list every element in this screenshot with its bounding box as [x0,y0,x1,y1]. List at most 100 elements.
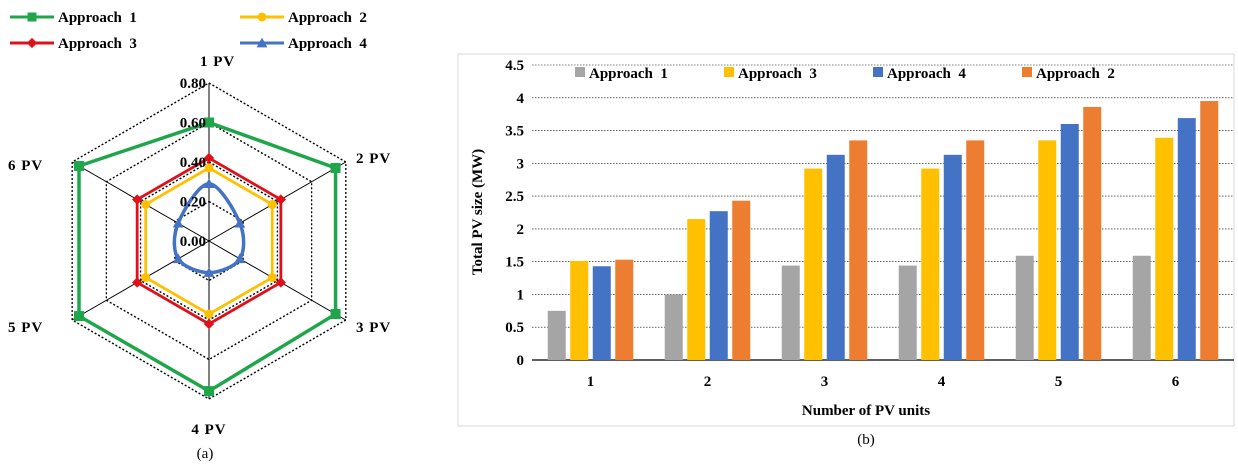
bar-legend: Approach 1 Approach 3 Approach 4 Approach 2 [575,66,1115,82]
bar-y-axis-title: Total PV size (MW) [470,149,486,275]
radar-axis-label: 6 PV [8,158,43,174]
bar [592,266,611,360]
bar-legend-label: Approach 3 [738,66,817,82]
bar [943,154,962,360]
bar-legend-swatch [724,67,734,77]
bar [1038,140,1057,360]
radar-point [141,199,151,209]
radar-legend-label: Approach 2 [288,10,367,26]
bar-legend-item: Approach 2 [1022,66,1115,82]
bar-legend-swatch [873,67,883,77]
radar-series-group [74,117,341,397]
bar-legend-label: Approach 1 [589,66,668,82]
radar-point [203,267,215,277]
bar [826,154,845,360]
bar [1060,124,1079,360]
panel-a-caption: (a) [197,446,214,462]
bar [664,294,683,360]
radar-point [330,309,341,320]
radar-axis-label: 5 PV [8,320,43,336]
bar-series [592,118,1196,360]
bar-legend-item: Approach 4 [873,66,966,82]
bar-y-tick-label: 2.5 [505,189,524,205]
radar-legend-label: Approach 1 [58,10,137,26]
radar-point [204,386,214,397]
radar-legend: Approach 1 Approach 2 Approach 3 Approach 4 [10,10,367,52]
panel-b-caption: (b) [857,432,875,448]
radar-point [203,178,215,189]
radar-legend-item: Approach 2 [240,10,367,26]
radar-point [74,311,85,322]
bar-gridlines [532,64,1234,361]
bar [1083,106,1102,360]
bar-y-tick-label: 4.5 [505,58,524,74]
bar [921,168,940,360]
bar [1200,101,1219,361]
radar-chart: Approach 1 Approach 2 Approach 3 Approach 4… [8,10,391,438]
radar-legend-label: Approach 3 [58,36,137,52]
bar [1177,118,1196,360]
radar-series [131,152,287,330]
radar-spoke [71,240,210,321]
radar-point [275,277,287,288]
radar-axis-label: 1 PV [200,54,235,70]
bar [732,200,751,360]
radar-legend-label: Approach 4 [288,36,367,52]
radar-point [74,160,85,171]
bar-y-tick-label: 4 [517,91,525,107]
radar-legend-item: Approach 3 [10,36,137,52]
bar-legend-item: Approach 3 [724,66,817,82]
radar-point [141,273,151,283]
bar-legend-swatch [575,67,585,77]
bar [709,211,728,360]
radar-tick-label: 0.20 [180,195,206,211]
radar-point [204,117,214,128]
bar [547,310,566,360]
bar [1155,137,1174,360]
radar-point [267,199,277,209]
radar-axis-label: 4 PV [191,422,226,438]
bar-legend-label: Approach 2 [1036,66,1115,82]
radar-point [131,277,143,288]
bar-y-tick-label: 2 [517,222,525,238]
radar-point [172,253,184,264]
bar-legend-item: Approach 1 [575,66,668,82]
radar-point [330,162,341,173]
radar-series [74,117,341,397]
radar-point [275,194,287,205]
bar-x-tick-label: 5 [1055,374,1063,390]
radar-legend-item: Approach 4 [240,36,367,52]
radar-tick-label: 0.40 [180,155,206,171]
bar [804,168,823,360]
radar-spoke [208,161,347,242]
radar-axis-label: 2 PV [356,151,391,167]
radar-legend-marker [27,12,37,22]
radar-point [234,253,246,264]
bar-y-tick-labels: 0 0.5 1 1.5 2 2.5 3 3.5 4 4.5 [505,58,524,369]
bar [898,265,917,360]
radar-series [141,163,277,319]
radar-point [203,318,215,330]
radar-radial-ticks: 0.00 0.20 0.40 0.60 0.80 [180,76,206,250]
radar-grid [71,82,347,400]
bar [687,219,706,360]
bar-y-tick-label: 0.5 [505,320,524,336]
radar-spoke [71,161,210,242]
bar-x-tick-labels: 1 2 3 4 5 6 [587,374,1180,390]
radar-axis-label: 3 PV [356,320,391,336]
radar-point [131,194,143,205]
bar-series-group [547,101,1219,361]
radar-legend-marker [257,12,267,22]
bar-legend-label: Approach 4 [887,66,966,82]
bar-chart-frame [457,53,1235,427]
bar-y-tick-label: 0 [517,353,525,369]
bar-series [615,101,1219,361]
radar-spoke [208,240,347,321]
radar-legend-item: Approach 1 [10,10,137,26]
bar-x-axis-title: Number of PV units [802,403,930,419]
radar-tick-label: 0.80 [180,76,206,92]
bar-y-tick-label: 3 [517,156,525,172]
radar-point [204,163,214,173]
bar-series [570,137,1174,360]
